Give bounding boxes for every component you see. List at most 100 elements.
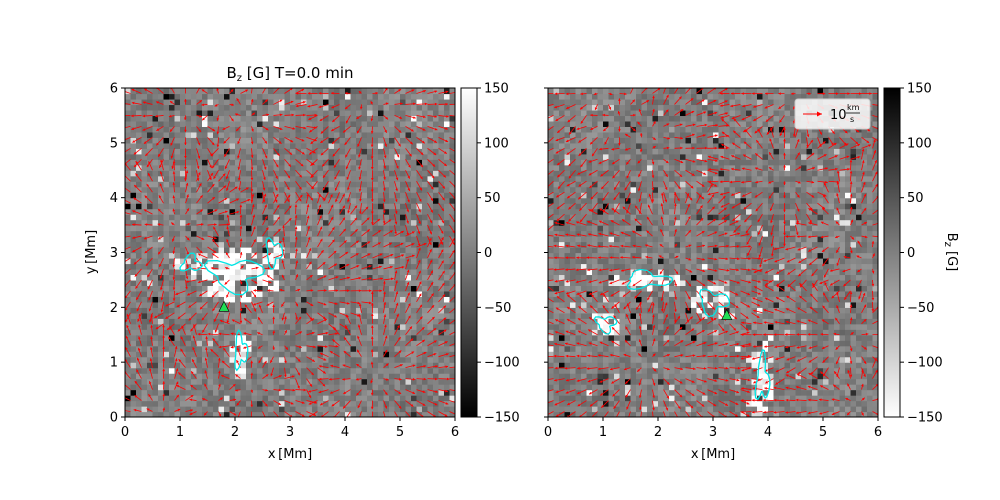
bz-cell — [218, 115, 225, 122]
bz-cell — [367, 236, 374, 243]
velocity-arrow-head — [323, 198, 327, 202]
bz-cell — [361, 192, 368, 199]
bz-cell — [416, 153, 423, 160]
bz-cell — [218, 384, 225, 391]
bz-cell — [246, 142, 253, 149]
bz-cell — [350, 98, 357, 106]
bz-cell — [422, 263, 429, 270]
bz-cell — [185, 378, 192, 385]
velocity-arrow — [262, 88, 267, 94]
bz-cell — [394, 197, 401, 204]
bz-cell — [268, 214, 275, 221]
bz-cell — [312, 318, 319, 325]
bz-cell — [147, 389, 154, 396]
velocity-arrow-head — [199, 114, 202, 118]
bz-cell — [218, 98, 225, 106]
bz-cell — [262, 214, 269, 221]
bz-cell — [416, 142, 423, 149]
velocity-arrow-head — [148, 308, 152, 312]
bz-cell — [213, 367, 220, 374]
bz-cell — [235, 395, 242, 402]
bz-cell — [191, 148, 198, 155]
bz-cell — [125, 340, 132, 347]
bz-cell — [251, 252, 258, 259]
bz-cell — [301, 263, 308, 270]
bz-cell — [444, 323, 451, 330]
bz-cell — [312, 192, 319, 199]
bz-cell — [433, 323, 440, 330]
bz-cell — [367, 301, 374, 308]
bz-cell — [356, 406, 363, 413]
bz-cell — [251, 93, 258, 100]
bz-cell — [224, 104, 231, 111]
bz-cell — [202, 88, 209, 95]
bz-cell — [389, 356, 396, 363]
bz-cell — [361, 290, 368, 297]
bz-cell — [174, 88, 181, 95]
bz-cell — [449, 290, 455, 297]
bz-cell — [427, 274, 434, 281]
bz-cell — [400, 367, 407, 374]
bz-cell — [301, 406, 308, 413]
bz-cell — [405, 334, 412, 341]
velocity-arrow-head — [263, 193, 267, 197]
bz-cell — [328, 296, 335, 303]
bz-cell — [290, 367, 297, 374]
bz-cell — [449, 93, 455, 100]
bz-cell — [158, 120, 165, 127]
bz-cell — [136, 181, 143, 188]
velocity-arrow-head — [325, 331, 329, 335]
bz-cell — [257, 301, 264, 308]
bz-cell — [339, 268, 346, 276]
bz-cell — [224, 126, 231, 133]
bz-cell — [312, 312, 319, 319]
bz-cell — [229, 323, 236, 330]
velocity-arrow-head — [255, 266, 259, 270]
bz-cell — [240, 93, 247, 100]
bz-cell — [367, 148, 374, 155]
bz-cell — [290, 241, 297, 248]
bz-cell — [246, 214, 253, 221]
bz-cell — [306, 126, 313, 133]
bz-cell — [422, 285, 429, 292]
velocity-arrow-head — [324, 345, 328, 348]
bz-cell — [130, 318, 137, 325]
velocity-arrow-head — [355, 229, 358, 232]
bz-cell — [207, 148, 214, 155]
bz-cell — [196, 197, 203, 204]
bz-cell — [422, 208, 429, 215]
bz-cell — [240, 268, 247, 276]
velocity-arrow-head — [357, 405, 361, 409]
bz-cell — [185, 362, 192, 369]
bz-cell — [185, 203, 192, 210]
bz-cell — [147, 214, 154, 221]
bz-cell — [169, 142, 176, 149]
bz-cell — [394, 142, 401, 149]
bz-cell — [169, 395, 176, 402]
bz-cell — [372, 367, 379, 374]
bz-cell — [433, 301, 440, 308]
velocity-arrow-head — [131, 88, 135, 92]
bz-cell — [339, 296, 346, 303]
bz-cell — [136, 214, 143, 221]
bz-cell — [306, 362, 313, 369]
bz-cell — [262, 181, 269, 188]
bz-cell — [273, 153, 280, 160]
velocity-arrow-head — [330, 364, 334, 368]
velocity-arrow-head — [226, 294, 229, 298]
bz-cell — [251, 164, 258, 171]
bz-cell — [158, 104, 165, 111]
bz-cell — [185, 88, 192, 95]
bz-cell — [372, 126, 379, 133]
bz-cell — [394, 241, 401, 248]
bz-cell — [268, 219, 275, 226]
bz-cell — [317, 395, 324, 402]
bz-cell — [405, 274, 412, 281]
bz-cell — [218, 137, 225, 144]
bz-cell — [235, 351, 242, 358]
bz-cell — [240, 411, 247, 417]
bz-cell — [196, 159, 203, 166]
bz-cell — [240, 329, 247, 336]
bz-cell — [257, 389, 264, 396]
bz-cell — [295, 263, 302, 270]
